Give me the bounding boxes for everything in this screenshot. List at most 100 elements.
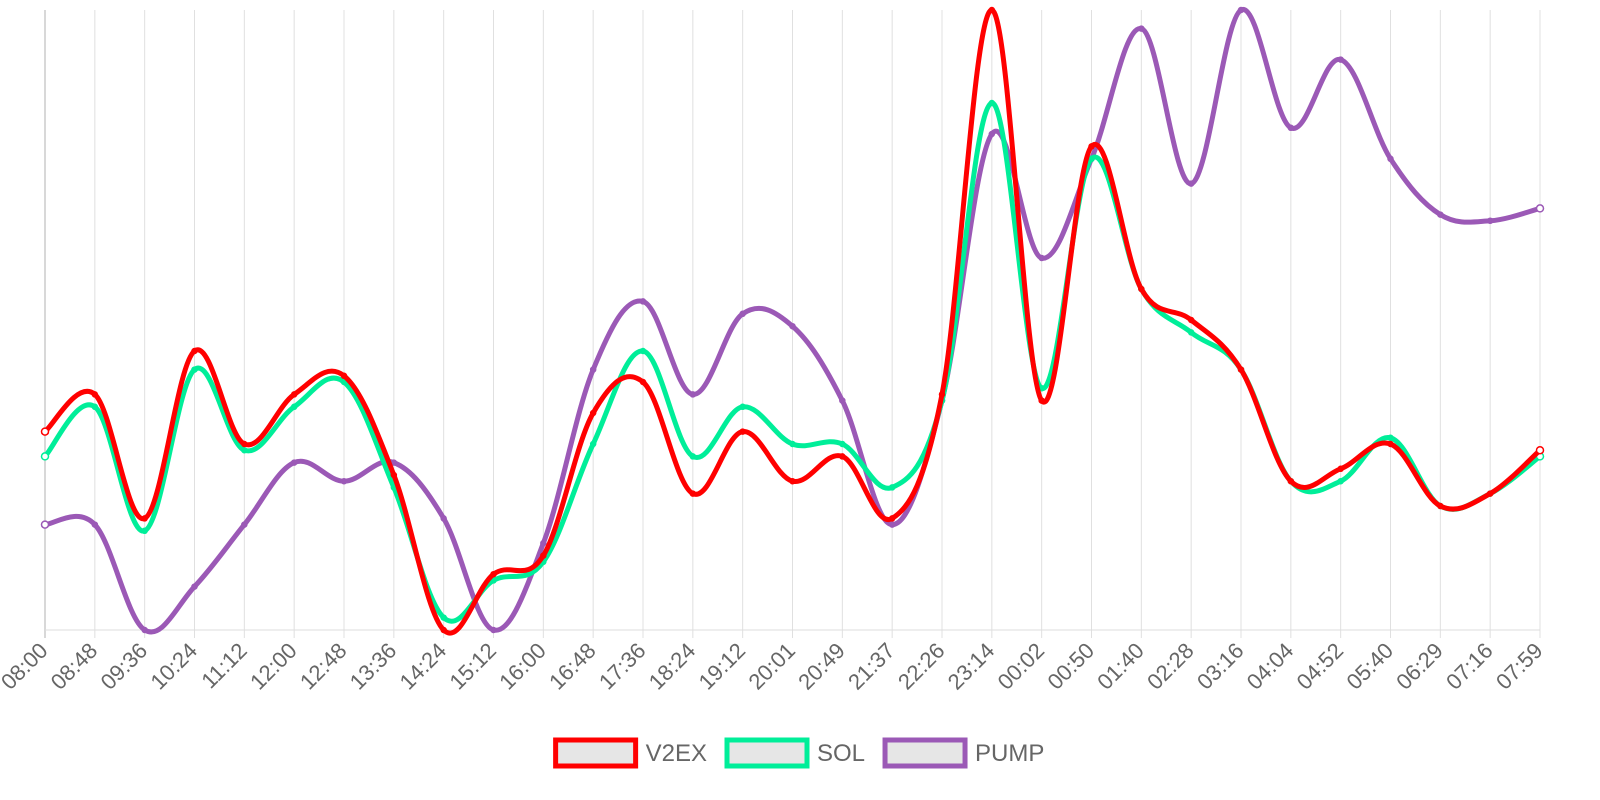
data-point[interactable] (390, 471, 398, 479)
data-point[interactable] (40, 452, 50, 461)
data-point[interactable] (290, 403, 298, 411)
x-tick-label: 03:16 (1192, 638, 1249, 695)
data-point[interactable] (1138, 285, 1145, 293)
data-point[interactable] (888, 521, 896, 528)
data-point[interactable] (490, 570, 497, 578)
data-point[interactable] (739, 428, 746, 435)
data-point[interactable] (490, 577, 497, 584)
data-point[interactable] (589, 409, 597, 417)
data-point[interactable] (589, 366, 597, 373)
data-point[interactable] (1486, 217, 1494, 225)
x-tick-label: 16:00 (494, 638, 551, 695)
data-point[interactable] (1287, 124, 1295, 132)
data-point[interactable] (689, 453, 697, 460)
data-point[interactable] (91, 391, 99, 398)
data-point[interactable] (191, 583, 198, 590)
legend[interactable]: V2EX SOL PUMP (553, 737, 1045, 769)
data-point[interactable] (1387, 434, 1394, 442)
data-point[interactable] (540, 552, 547, 559)
data-point[interactable] (1187, 180, 1195, 187)
data-point[interactable] (241, 521, 248, 528)
data-point[interactable] (290, 391, 298, 398)
data-point[interactable] (191, 366, 198, 373)
data-point[interactable] (938, 391, 946, 398)
data-point[interactable] (789, 322, 796, 330)
x-tick-label: 07:59 (1491, 638, 1548, 695)
data-point[interactable] (888, 515, 896, 522)
data-point[interactable] (241, 446, 248, 454)
data-point[interactable] (988, 99, 996, 107)
data-point[interactable] (1337, 477, 1344, 485)
data-point[interactable] (91, 403, 99, 411)
data-point[interactable] (40, 520, 50, 529)
data-point[interactable] (1088, 155, 1095, 163)
data-point[interactable] (290, 459, 298, 466)
data-point[interactable] (1088, 143, 1095, 150)
data-point[interactable] (988, 6, 996, 14)
x-tick-label: 00:50 (1042, 638, 1099, 695)
x-tick-label: 12:00 (245, 638, 302, 695)
data-point[interactable] (1138, 25, 1145, 32)
data-point[interactable] (490, 626, 497, 634)
series-pump (40, 6, 1545, 635)
data-point[interactable] (1486, 490, 1494, 497)
x-tick-label: 10:24 (145, 638, 202, 695)
data-point[interactable] (1038, 397, 1045, 404)
data-point[interactable] (141, 515, 148, 522)
x-tick-label: 19:12 (694, 638, 751, 695)
data-point[interactable] (241, 440, 248, 448)
data-point[interactable] (1038, 254, 1045, 262)
data-point[interactable] (789, 477, 796, 485)
data-point[interactable] (440, 626, 447, 634)
data-point[interactable] (540, 539, 547, 547)
x-axis-ticks: 08:0008:4809:3610:2411:1212:0012:4813:36… (0, 638, 1548, 695)
data-point[interactable] (839, 440, 846, 448)
data-point[interactable] (739, 403, 746, 411)
data-point[interactable] (340, 378, 348, 386)
data-point[interactable] (1437, 211, 1444, 218)
data-point[interactable] (1387, 440, 1394, 448)
data-point[interactable] (340, 372, 348, 380)
x-tick-label: 16:48 (544, 638, 601, 695)
data-point[interactable] (40, 427, 50, 436)
x-tick-label: 11:12 (196, 638, 251, 693)
data-point[interactable] (91, 521, 99, 528)
data-point[interactable] (988, 130, 996, 138)
data-point[interactable] (888, 484, 896, 491)
series-line-pump (42, 7, 1543, 635)
data-point[interactable] (1237, 6, 1245, 14)
data-point[interactable] (440, 515, 447, 522)
data-point[interactable] (1337, 465, 1344, 473)
data-point[interactable] (839, 453, 846, 460)
data-point[interactable] (1535, 445, 1545, 455)
legend-swatch (882, 737, 968, 769)
data-point[interactable] (689, 490, 697, 497)
legend-item-sol[interactable]: SOL (724, 737, 865, 769)
data-point[interactable] (639, 298, 647, 305)
data-point[interactable] (141, 626, 148, 634)
x-tick-label: 07:16 (1441, 638, 1498, 695)
data-point[interactable] (340, 477, 348, 485)
data-point[interactable] (440, 614, 447, 621)
x-tick-label: 08:00 (0, 638, 53, 695)
data-point[interactable] (739, 310, 746, 318)
data-point[interactable] (589, 440, 597, 448)
data-point[interactable] (1287, 477, 1295, 485)
data-point[interactable] (1535, 204, 1545, 213)
data-point[interactable] (1387, 155, 1394, 163)
legend-item-v2ex[interactable]: V2EX (553, 737, 707, 769)
data-point[interactable] (191, 347, 198, 355)
x-tick-label: 15:12 (444, 638, 501, 695)
data-point[interactable] (141, 527, 148, 535)
data-point[interactable] (639, 378, 647, 386)
data-point[interactable] (1187, 329, 1195, 336)
legend-item-pump[interactable]: PUMP (882, 737, 1044, 769)
data-point[interactable] (1437, 502, 1444, 510)
data-point[interactable] (639, 347, 647, 355)
data-point[interactable] (1187, 316, 1195, 324)
data-point[interactable] (1237, 366, 1245, 373)
data-point[interactable] (1337, 56, 1344, 63)
data-point[interactable] (839, 397, 846, 404)
data-point[interactable] (689, 391, 697, 398)
data-point[interactable] (789, 440, 796, 448)
